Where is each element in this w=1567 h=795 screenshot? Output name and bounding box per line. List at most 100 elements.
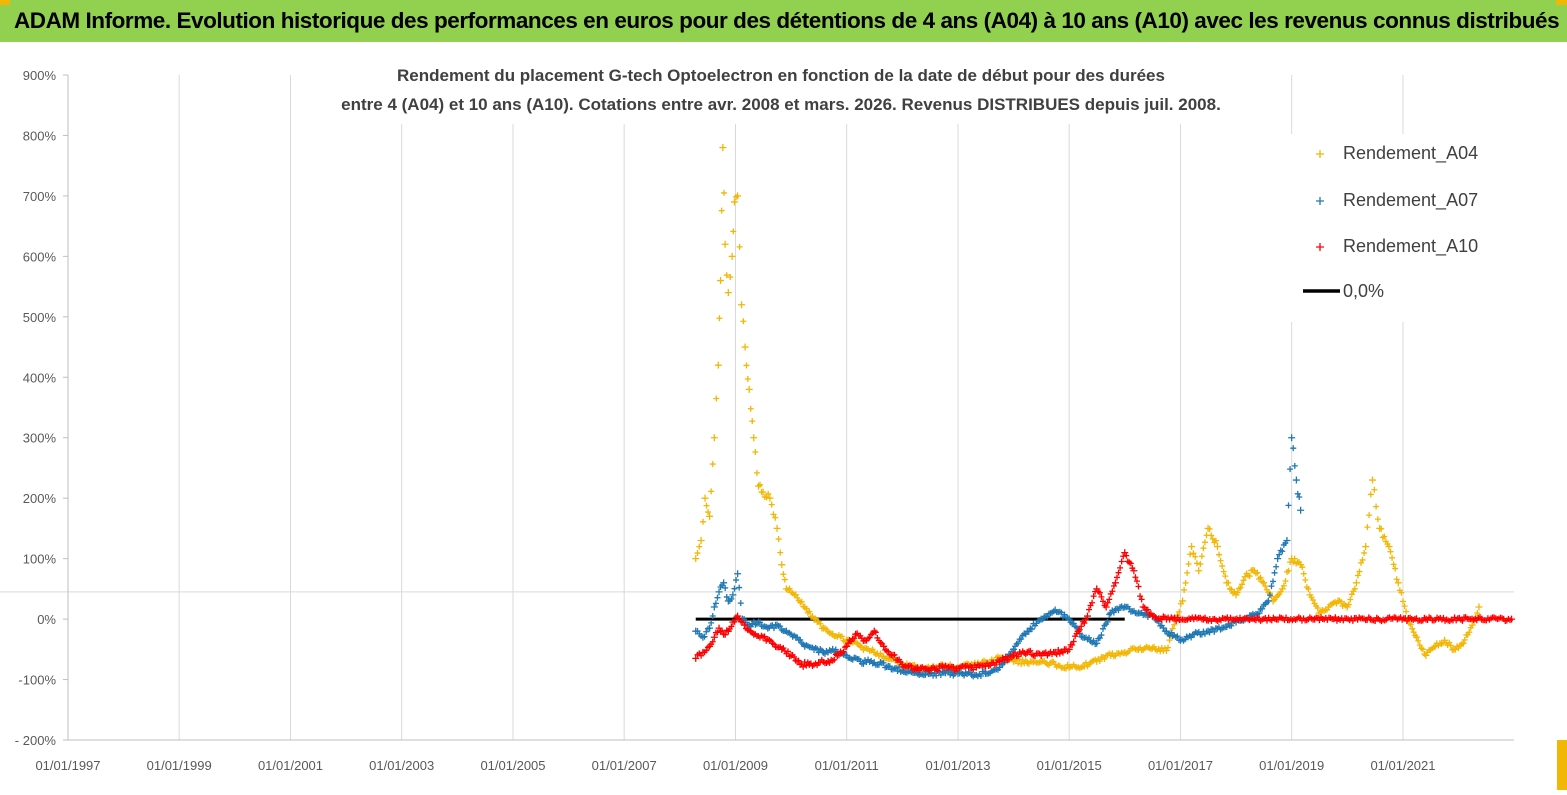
data-point xyxy=(692,555,700,563)
interp-point xyxy=(1085,606,1092,613)
data-point xyxy=(719,144,727,152)
data-point xyxy=(1010,657,1018,665)
data-point xyxy=(1352,579,1360,587)
data-point xyxy=(734,570,742,578)
x-tick-label: 01/01/2015 xyxy=(1037,758,1102,773)
interp-point xyxy=(886,663,893,670)
interp-point xyxy=(1185,561,1192,568)
data-point xyxy=(843,642,851,650)
data-point xyxy=(1195,567,1203,575)
interp-point xyxy=(1299,564,1306,571)
interp-point xyxy=(950,663,957,670)
y-tick-label: 400% xyxy=(23,370,57,385)
data-point xyxy=(1074,627,1082,635)
interp-point xyxy=(1058,609,1065,616)
interp-point xyxy=(709,613,716,620)
x-tick-label: 01/01/2001 xyxy=(258,758,323,773)
interp-point xyxy=(1104,599,1111,606)
interp-point xyxy=(703,502,710,509)
interp-point xyxy=(786,585,793,592)
performance-chart: - 200% -100% 0% 100% 200% 300% 400% 500% 600% 700… xyxy=(0,42,1567,790)
interp-point xyxy=(1223,624,1230,631)
interp-point xyxy=(1201,539,1208,546)
x-tick-label: 01/01/2009 xyxy=(703,758,768,773)
interp-point xyxy=(1348,591,1355,598)
data-point xyxy=(778,645,786,653)
data-point xyxy=(741,343,749,351)
interp-point xyxy=(1055,646,1062,653)
y-tick-label: 100% xyxy=(23,552,57,567)
y-tick-label: 300% xyxy=(23,431,57,446)
x-tick-label: 01/01/2005 xyxy=(480,758,545,773)
data-point xyxy=(1366,615,1374,623)
interp-point xyxy=(1316,617,1323,624)
data-point xyxy=(1023,648,1031,656)
interp-point xyxy=(1211,628,1218,635)
interp-point xyxy=(1096,658,1103,665)
interp-point xyxy=(733,577,740,584)
interp-point xyxy=(1282,577,1289,584)
data-point xyxy=(1394,579,1402,587)
interp-point xyxy=(737,600,744,607)
interp-point xyxy=(838,633,845,640)
interp-point xyxy=(761,633,768,640)
interp-point xyxy=(880,659,887,666)
interp-point xyxy=(703,628,710,635)
interp-point xyxy=(1440,614,1447,621)
legend-marker xyxy=(1316,243,1324,251)
data-point xyxy=(706,624,714,632)
interp-point xyxy=(777,623,784,630)
y-tick-label: 500% xyxy=(23,310,57,325)
interp-point xyxy=(1390,561,1397,568)
interp-point xyxy=(1262,583,1269,589)
interp-point xyxy=(1280,582,1287,589)
data-point xyxy=(1179,597,1187,605)
data-point xyxy=(1255,609,1263,617)
data-point xyxy=(1274,555,1282,563)
interp-point xyxy=(1015,640,1022,647)
interp-point xyxy=(1173,618,1180,625)
data-point xyxy=(706,512,714,520)
interp-point xyxy=(728,595,735,602)
interp-point xyxy=(797,636,804,643)
data-point xyxy=(996,657,1004,665)
data-point xyxy=(1475,603,1483,611)
interp-point xyxy=(1461,636,1468,643)
interp-point xyxy=(1005,656,1012,663)
interp-point xyxy=(1228,586,1235,593)
interp-point xyxy=(703,647,710,654)
interp-point xyxy=(1098,632,1105,639)
interp-point xyxy=(723,272,730,279)
interp-point xyxy=(1419,646,1426,653)
series-Rendement_A10 xyxy=(692,549,1516,674)
data-point xyxy=(1278,585,1286,593)
data-point xyxy=(1010,645,1018,653)
corner-mark xyxy=(1556,0,1567,5)
interp-point xyxy=(1387,548,1394,555)
interp-point xyxy=(1133,578,1140,585)
interp-point xyxy=(731,585,738,592)
interp-point xyxy=(1452,646,1459,653)
interp-point xyxy=(718,207,725,214)
data-point xyxy=(1508,615,1516,623)
interp-point xyxy=(723,593,730,600)
y-tick-label: - 200% xyxy=(15,733,57,748)
x-tick-label: 01/01/2019 xyxy=(1259,758,1324,773)
interp-point xyxy=(1081,620,1088,627)
data-point xyxy=(720,579,728,587)
data-point xyxy=(778,561,786,569)
interp-point xyxy=(757,481,764,488)
interp-point xyxy=(803,662,810,669)
data-point xyxy=(1093,639,1101,647)
interp-point xyxy=(1101,655,1108,662)
legend-marker xyxy=(1316,150,1324,158)
interp-point xyxy=(1219,563,1226,570)
data-point xyxy=(740,621,748,629)
interp-point xyxy=(705,509,712,516)
x-tick-label: 01/01/2003 xyxy=(369,758,434,773)
interp-point xyxy=(1115,569,1122,576)
interp-point xyxy=(1266,592,1273,599)
interp-point xyxy=(1372,618,1379,625)
interp-point xyxy=(1076,626,1083,633)
interp-point xyxy=(893,664,900,671)
